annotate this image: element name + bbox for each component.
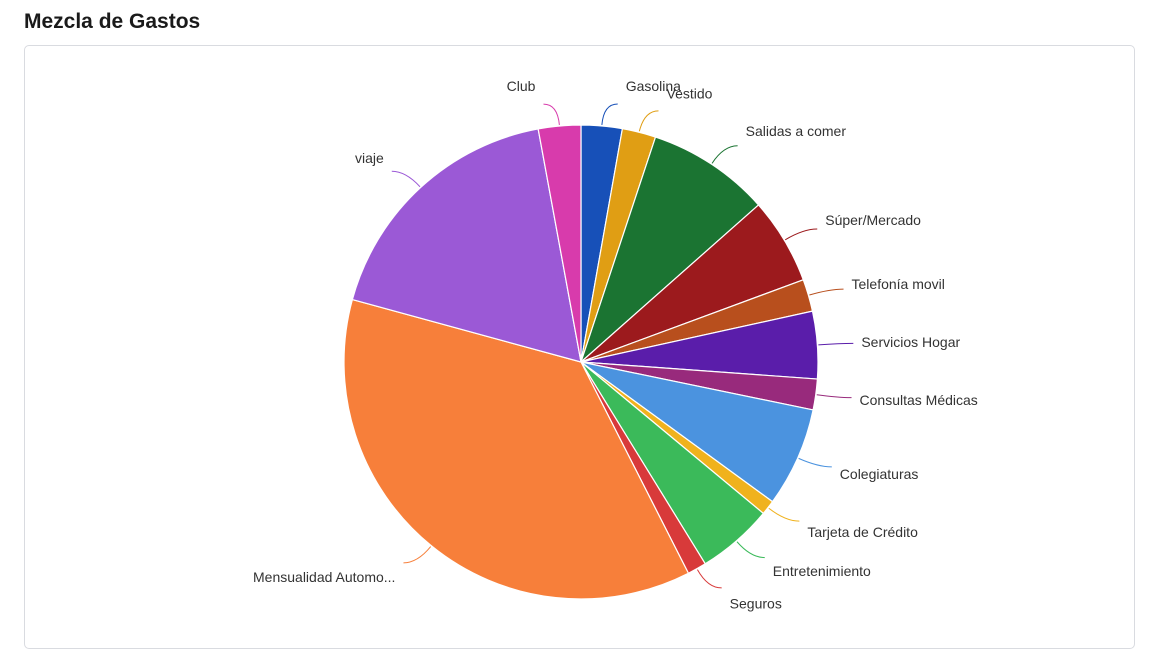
leader-line-viaje	[391, 170, 421, 188]
slice-label-telefonia-movil: Telefonía movil	[852, 276, 945, 292]
slice-label-vestido: Vestido	[667, 85, 713, 101]
slice-label-seguros: Seguros	[730, 596, 782, 612]
leader-line-mensualidad-automo	[403, 546, 432, 564]
pie-slice-salidas-a-comer[interactable]	[579, 136, 760, 364]
leader-line-gasolina	[601, 103, 618, 125]
leader-line-salidas-a-comer	[711, 145, 738, 164]
leader-line-club	[543, 103, 560, 126]
slice-label-viaje: viaje	[355, 150, 384, 166]
slice-label-salidas-a-comer: Salidas a comer	[746, 123, 847, 139]
slice-label-mensualidad-automo: Mensualidad Automo...	[253, 569, 395, 585]
leader-line-tarjeta-de-credito	[768, 507, 800, 522]
leader-line-consultas-medicas	[816, 394, 852, 399]
leader-line-super-mercado	[784, 228, 818, 241]
page-title: Mezcla de Gastos	[24, 10, 201, 33]
leader-line-servicios-hogar	[818, 342, 854, 346]
pie-slice-viaje[interactable]	[351, 128, 582, 363]
leader-line-seguros	[696, 569, 722, 589]
slice-label-servicios-hogar: Servicios Hogar	[861, 334, 960, 350]
pie-slices	[343, 124, 819, 600]
slice-label-colegiaturas: Colegiaturas	[840, 466, 919, 482]
leader-line-vestido	[638, 110, 659, 132]
pie-slice-club[interactable]	[537, 124, 582, 363]
slice-label-super-mercado: Súper/Mercado	[825, 212, 921, 228]
slice-label-club: Club	[507, 78, 536, 94]
chart-card: Gasolina Vestido Salidas a comer Súper/Merc…	[24, 45, 1135, 649]
leader-line-telefonia-movil	[809, 288, 844, 296]
leader-line-entretenimiento	[736, 541, 765, 559]
pie-slice-mensualidad-automo[interactable]	[343, 298, 690, 600]
slice-label-tarjeta-de-credito: Tarjeta de Crédito	[807, 524, 918, 540]
slice-label-consultas-medicas: Consultas Médicas	[860, 392, 978, 408]
slice-label-entretenimiento: Entretenimiento	[773, 563, 871, 579]
slice-label-gasolina: Gasolina	[626, 78, 681, 94]
leader-line-colegiaturas	[798, 457, 832, 468]
